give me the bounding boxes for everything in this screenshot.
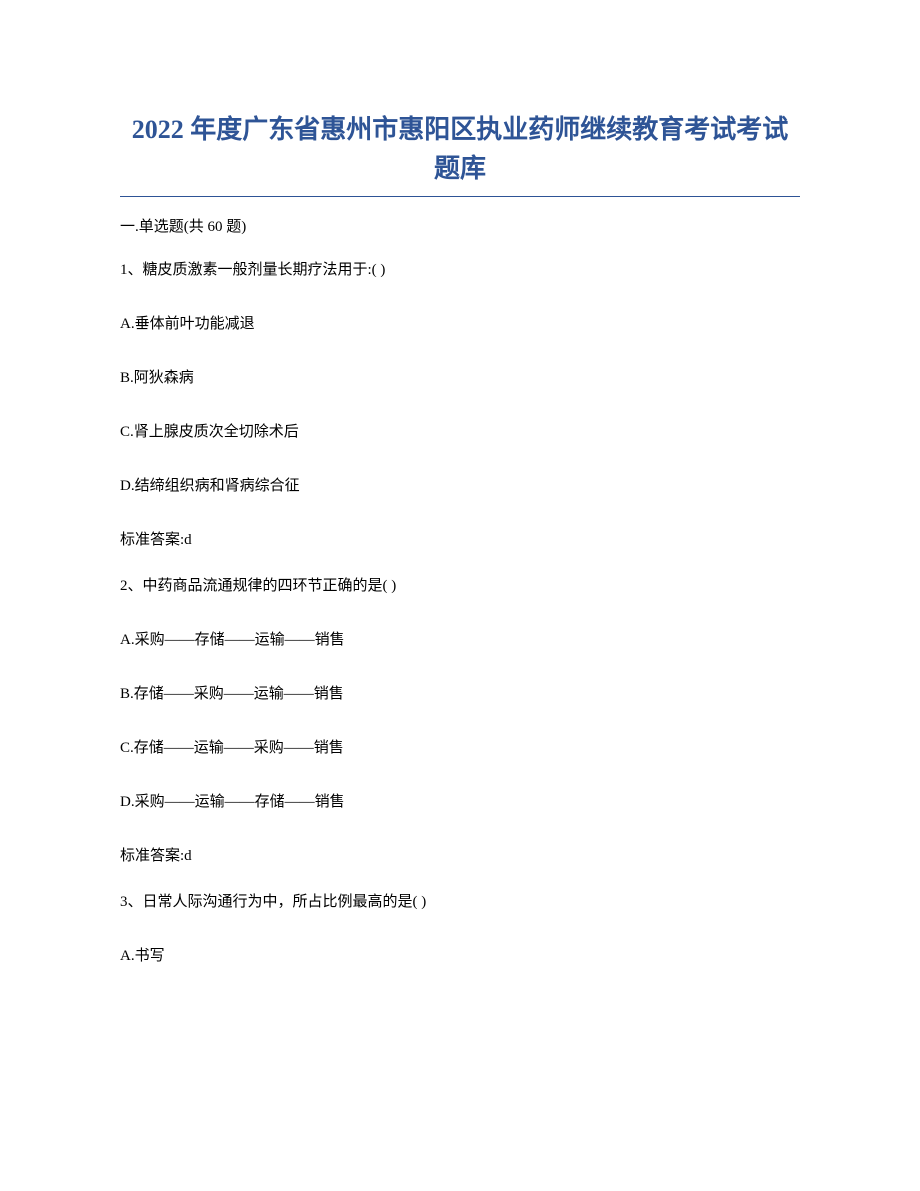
question-text: 1、糖皮质激素一般剂量长期疗法用于:( ) bbox=[120, 258, 800, 282]
option-c: C.肾上腺皮质次全切除术后 bbox=[120, 420, 800, 444]
option-c: C.存储——运输——采购——销售 bbox=[120, 736, 800, 760]
question-text: 2、中药商品流通规律的四环节正确的是( ) bbox=[120, 574, 800, 598]
question-block-3: 3、日常人际沟通行为中，所占比例最高的是( ) A.书写 bbox=[120, 890, 800, 968]
section-header: 一.单选题(共 60 题) bbox=[120, 215, 800, 236]
answer: 标准答案:d bbox=[120, 528, 800, 552]
answer: 标准答案:d bbox=[120, 844, 800, 868]
option-b: B.阿狄森病 bbox=[120, 366, 800, 390]
option-a: A.垂体前叶功能减退 bbox=[120, 312, 800, 336]
option-d: D.采购——运输——存储——销售 bbox=[120, 790, 800, 814]
question-block-1: 1、糖皮质激素一般剂量长期疗法用于:( ) A.垂体前叶功能减退 B.阿狄森病 … bbox=[120, 258, 800, 552]
option-a: A.采购——存储——运输——销售 bbox=[120, 628, 800, 652]
option-a: A.书写 bbox=[120, 944, 800, 968]
question-block-2: 2、中药商品流通规律的四环节正确的是( ) A.采购——存储——运输——销售 B… bbox=[120, 574, 800, 868]
option-b: B.存储——采购——运输——销售 bbox=[120, 682, 800, 706]
document-title: 2022 年度广东省惠州市惠阳区执业药师继续教育考试考试题库 bbox=[120, 110, 800, 197]
question-text: 3、日常人际沟通行为中，所占比例最高的是( ) bbox=[120, 890, 800, 914]
option-d: D.结缔组织病和肾病综合征 bbox=[120, 474, 800, 498]
